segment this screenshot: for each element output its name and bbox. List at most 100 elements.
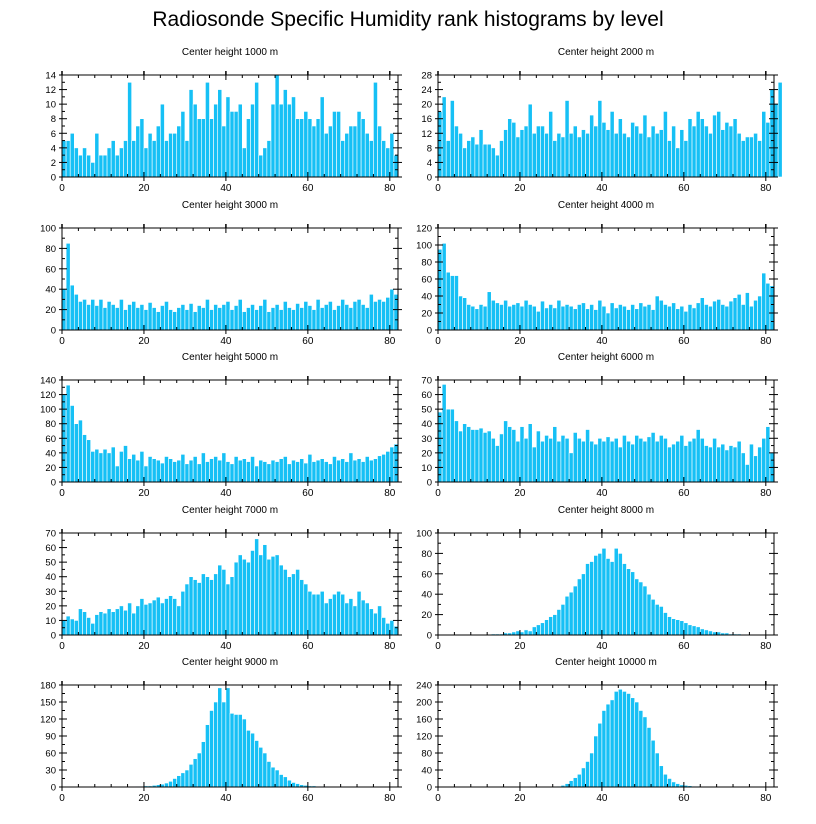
y-tick-label: 30: [45, 587, 56, 598]
histogram-bar: [78, 301, 83, 331]
histogram-bar: [736, 293, 742, 331]
histogram-bar: [151, 140, 157, 178]
histogram-bar: [523, 629, 529, 636]
histogram-bar: [572, 432, 578, 483]
histogram-bar: [548, 437, 554, 483]
histogram-bar: [127, 602, 132, 636]
x-tick-label: 40: [220, 793, 232, 804]
histogram-bar: [597, 100, 603, 178]
histogram-bar: [184, 769, 190, 788]
histogram-bar: [385, 623, 391, 636]
histogram-bar: [658, 299, 664, 331]
y-tick-label: 50: [45, 558, 56, 569]
histogram-bar: [98, 611, 104, 636]
histogram-bar: [82, 611, 87, 636]
histogram-bar: [73, 147, 79, 178]
y-tick-label: 120: [40, 390, 56, 401]
histogram-bar: [139, 304, 145, 331]
histogram-bar: [106, 452, 112, 483]
histogram-bar: [221, 304, 227, 331]
histogram-bar: [531, 132, 537, 178]
histogram-bar: [634, 578, 640, 636]
histogram-bar: [180, 590, 186, 636]
x-tick-label: 0: [59, 793, 65, 804]
histogram-bar: [123, 445, 128, 483]
histogram-bar: [667, 140, 672, 178]
histogram-bar: [155, 125, 161, 178]
histogram-bar: [299, 579, 305, 636]
histogram-bar: [663, 773, 668, 788]
histogram-bar: [732, 446, 738, 483]
histogram-bar: [131, 612, 137, 636]
histogram-bar: [753, 132, 758, 178]
histogram-bar: [642, 585, 648, 636]
histogram-bar: [209, 579, 214, 636]
histogram-bar: [572, 308, 578, 331]
histogram-bar: [369, 459, 374, 483]
histogram-bar: [466, 426, 472, 483]
histogram-bar: [254, 309, 259, 331]
histogram-bar: [716, 299, 722, 331]
histogram-bar: [495, 154, 500, 178]
histogram-bar: [233, 714, 239, 788]
x-tick-label: 60: [678, 641, 690, 652]
histogram-bar: [757, 140, 763, 178]
histogram-bar: [389, 446, 395, 483]
histogram-bar: [671, 302, 676, 331]
histogram-bar: [315, 459, 321, 483]
histogram-bar: [736, 440, 742, 483]
histogram-bar: [597, 553, 603, 636]
histogram-bar: [291, 309, 296, 331]
histogram-bar: [192, 579, 198, 636]
histogram-bar: [192, 456, 198, 483]
histogram-bar: [470, 305, 476, 331]
histogram-bar: [449, 100, 455, 178]
histogram-bar: [650, 125, 656, 178]
histogram-bar: [356, 299, 362, 331]
histogram-bar: [679, 305, 685, 331]
histogram-bar: [458, 132, 463, 178]
histogram-bar: [577, 136, 582, 178]
histogram-bar: [462, 297, 467, 331]
histogram-bar: [209, 710, 214, 788]
histogram-bar: [127, 458, 132, 483]
histogram-bar: [381, 301, 387, 331]
histogram-bar: [188, 303, 194, 331]
histogram-bar: [348, 125, 354, 178]
histogram-bar: [209, 458, 214, 483]
histogram-bar: [769, 285, 775, 331]
histogram-bar: [740, 140, 746, 178]
histogram-bar: [671, 125, 676, 178]
histogram-bar: [147, 602, 153, 636]
chart-title: Radiosonde Specific Humidity rank histog…: [152, 8, 664, 31]
panel-title: Center height 10000 m: [555, 657, 657, 668]
histogram-bar: [143, 604, 149, 636]
histogram-bar: [254, 465, 259, 483]
x-tick-label: 40: [596, 641, 608, 652]
histogram-bar: [303, 583, 309, 636]
histogram-bar: [287, 779, 292, 788]
histogram-bar: [761, 111, 767, 178]
histogram-bar: [344, 602, 350, 636]
histogram-bar: [295, 303, 300, 331]
histogram-bar: [160, 602, 165, 636]
histogram-panel-9: Center height 10000 m 0 20 40 60 80 0 40 80 120 16…: [416, 657, 778, 804]
histogram-bar: [184, 463, 190, 483]
histogram-bar: [282, 301, 288, 331]
histogram-bar: [274, 554, 280, 636]
histogram-bar: [106, 608, 112, 636]
histogram-bar: [160, 103, 165, 178]
histogram-bar: [176, 125, 182, 178]
histogram-bar: [221, 452, 227, 483]
histogram-bar: [663, 111, 668, 178]
histogram-bar: [188, 764, 194, 788]
histogram-bar: [646, 593, 652, 636]
histogram-bar: [287, 576, 292, 636]
histogram-bar: [765, 122, 771, 178]
histogram-bar: [683, 140, 689, 178]
histogram-bar: [389, 620, 395, 636]
panel-title: Center height 3000 m: [182, 200, 278, 211]
y-tick-label: 80: [45, 419, 56, 430]
x-tick-label: 40: [596, 183, 608, 194]
histogram-bar: [98, 452, 104, 483]
